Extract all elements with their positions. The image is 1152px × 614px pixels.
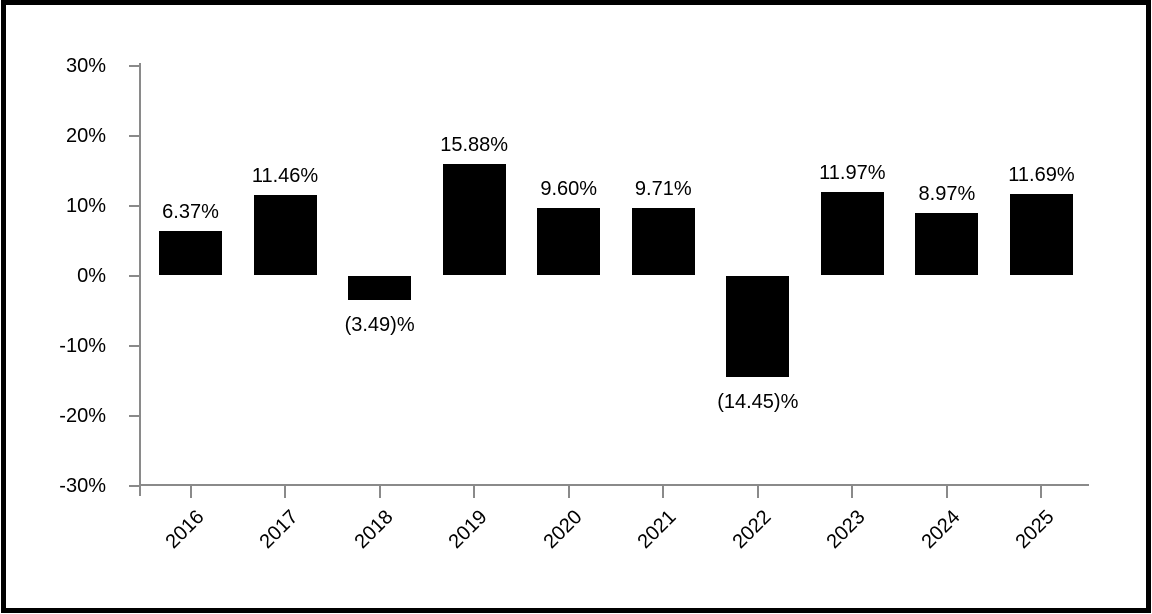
- x-tick-label-2016: 2016: [161, 506, 209, 554]
- x-axis-line: [139, 484, 1089, 486]
- x-tick: [662, 486, 665, 498]
- bar-2020: [537, 208, 601, 276]
- x-tick: [851, 486, 854, 498]
- x-tick: [756, 486, 759, 498]
- x-tick: [945, 486, 948, 498]
- bar-value-label-2025: 11.69%: [1008, 163, 1075, 186]
- bar-2024: [915, 212, 979, 276]
- bar-value-label-2020: 9.60%: [540, 178, 598, 201]
- y-tick: [129, 274, 139, 277]
- x-tick-label-2025: 2025: [1011, 506, 1059, 554]
- bar-value-label-2017: 11.46%: [251, 165, 319, 188]
- y-tick: [129, 344, 139, 347]
- bar-2017: [253, 195, 317, 276]
- y-tick: [129, 484, 139, 487]
- bar-2019: [442, 164, 506, 276]
- x-tick-label-2024: 2024: [917, 506, 965, 554]
- y-tick: [129, 134, 139, 137]
- bar-value-label-2022: (14.45)%: [717, 390, 799, 413]
- y-tick-label: 10%: [65, 194, 106, 217]
- x-tick-label-2021: 2021: [633, 506, 681, 554]
- y-tick-label: 30%: [65, 54, 106, 77]
- bar-value-label-2024: 8.97%: [918, 182, 976, 205]
- x-tick-label-2018: 2018: [350, 506, 398, 554]
- bar-value-label-2019: 15.88%: [440, 134, 509, 157]
- bar-2018: [348, 275, 412, 300]
- x-tick: [473, 486, 476, 498]
- bar-value-label-2021: 9.71%: [634, 177, 692, 200]
- y-tick-label: -10%: [59, 334, 106, 357]
- y-tick: [129, 414, 139, 417]
- x-tick-label-2020: 2020: [539, 506, 587, 554]
- bar-2022: [726, 275, 790, 377]
- bar-2023: [820, 191, 884, 276]
- bar-2025: [1009, 193, 1073, 276]
- bar-2021: [631, 207, 695, 276]
- bar-2016: [159, 230, 222, 276]
- x-tick-label-2017: 2017: [255, 506, 303, 554]
- y-tick-label: -30%: [59, 474, 106, 497]
- x-tick: [567, 486, 570, 498]
- y-tick-label: -20%: [59, 404, 106, 427]
- bar-value-label-2018: (3.49)%: [344, 313, 415, 336]
- y-axis-line: [139, 63, 141, 496]
- x-tick: [1040, 486, 1043, 498]
- x-tick-label-2023: 2023: [822, 506, 870, 554]
- x-tick-label-2022: 2022: [728, 506, 776, 554]
- x-tick: [189, 486, 192, 498]
- y-tick: [129, 204, 139, 207]
- bar-value-label-2023: 11.97%: [819, 161, 886, 184]
- bar-value-label-2016: 6.37%: [162, 200, 219, 223]
- y-tick-label: 20%: [65, 124, 106, 147]
- x-tick: [378, 486, 381, 498]
- y-tick: [129, 64, 139, 67]
- x-tick-label-2019: 2019: [444, 506, 492, 554]
- y-tick-label: 0%: [77, 264, 106, 287]
- x-tick: [284, 486, 287, 498]
